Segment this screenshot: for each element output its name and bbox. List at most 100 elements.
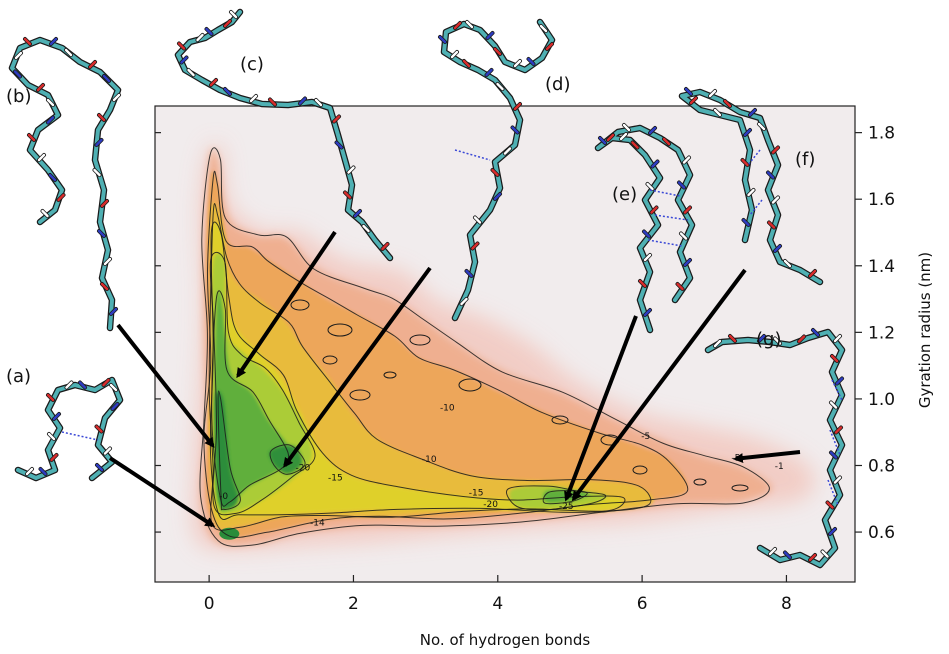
side-group [834, 426, 843, 434]
side-group [513, 59, 522, 68]
side-group [808, 269, 817, 278]
side-group [205, 27, 213, 36]
side-group [683, 206, 692, 214]
side-group [648, 126, 657, 135]
side-group [78, 381, 87, 389]
side-group [111, 402, 119, 411]
contour-line [506, 485, 607, 511]
hydrogen-bond [827, 479, 839, 506]
contour-island [383, 371, 397, 379]
side-group [64, 48, 73, 57]
side-group [811, 328, 820, 337]
side-group [95, 463, 104, 472]
structure-arrow [571, 268, 747, 502]
contour-island [731, 484, 749, 492]
side-group [662, 137, 671, 146]
side-group [835, 377, 844, 385]
side-group [650, 206, 658, 214]
side-group [453, 21, 462, 30]
side-group [677, 181, 686, 189]
side-group [723, 99, 732, 108]
contour-value-label: -15 [469, 489, 484, 499]
side-group [471, 242, 479, 250]
contour-value-labels: -5-5-10-10-15-15-20-20-25-14-1-0 [219, 404, 784, 529]
side-group [493, 192, 502, 201]
structure-arrow [564, 315, 638, 502]
x-axis: 0 2 4 6 8 [204, 575, 792, 614]
side-group [100, 282, 109, 291]
peptide-structures [8, 8, 846, 569]
panel-label: (f) [795, 149, 815, 170]
side-group [41, 209, 49, 218]
panel-label: (e) [612, 184, 637, 205]
side-group [821, 550, 829, 558]
side-group [180, 56, 188, 64]
side-group [606, 133, 615, 142]
side-group [335, 141, 343, 149]
side-group [249, 94, 258, 103]
side-group [97, 229, 106, 238]
side-group [651, 160, 659, 168]
side-group [93, 168, 101, 177]
peptide-structure-g [704, 328, 846, 569]
peptide-structure-f [678, 87, 824, 286]
side-group [298, 97, 307, 105]
side-group [65, 381, 73, 389]
side-group [619, 132, 628, 141]
side-group [46, 116, 55, 124]
contour-island [693, 478, 707, 486]
backbone-outline [14, 376, 124, 482]
contour-island [290, 299, 310, 311]
side-group [88, 60, 97, 69]
side-group [102, 74, 111, 83]
peptide-structure-e [594, 123, 696, 334]
y-tick-label: 1.8 [868, 124, 895, 144]
peptide-structure-b [8, 36, 122, 332]
side-group [713, 339, 722, 348]
structure-arrows [108, 230, 801, 528]
side-group [23, 37, 32, 46]
side-group [642, 230, 651, 238]
contour-island [349, 389, 371, 401]
side-group [187, 68, 195, 77]
side-group [49, 37, 58, 46]
side-group [47, 432, 56, 441]
peptide-structure-d [438, 18, 556, 322]
side-group [767, 221, 776, 229]
side-group [741, 158, 749, 167]
panel-label: (b) [6, 86, 31, 107]
side-group [783, 551, 792, 559]
panel-label: (d) [545, 74, 570, 95]
side-group [438, 35, 447, 44]
side-group [513, 102, 522, 111]
side-group [268, 98, 277, 106]
panel-label: (c) [240, 54, 264, 75]
y-tick-label: 1.2 [868, 323, 895, 343]
side-group [52, 412, 61, 421]
side-group [46, 98, 55, 107]
side-group [830, 354, 839, 363]
backbone [442, 20, 554, 320]
contour-line [209, 221, 626, 520]
hydrogen-bond [829, 429, 841, 456]
side-group [353, 209, 362, 218]
contour-line [217, 390, 241, 511]
backbone [596, 126, 694, 332]
side-group [713, 108, 722, 117]
side-group [109, 307, 118, 316]
side-group [491, 168, 499, 177]
side-group [684, 87, 693, 96]
x-tick-label: 0 [204, 594, 215, 614]
side-group [177, 42, 186, 50]
side-group [503, 147, 512, 155]
y-tick-label: 0.6 [868, 523, 895, 543]
side-group [103, 257, 112, 266]
structure-arrow [283, 266, 432, 468]
side-group [638, 279, 647, 288]
panel-label: (a) [6, 366, 31, 387]
side-group [39, 467, 47, 476]
side-group [683, 258, 692, 267]
side-group [545, 42, 554, 51]
side-group [223, 19, 232, 28]
side-group [485, 68, 493, 77]
